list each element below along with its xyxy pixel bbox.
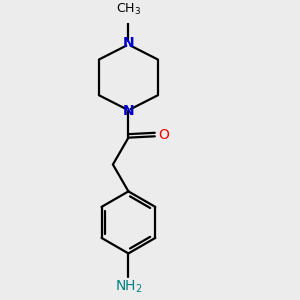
- Text: N: N: [123, 104, 134, 118]
- Text: CH$_3$: CH$_3$: [116, 2, 141, 17]
- Text: O: O: [158, 128, 169, 142]
- Text: N: N: [123, 37, 134, 50]
- Text: NH$_2$: NH$_2$: [115, 279, 142, 295]
